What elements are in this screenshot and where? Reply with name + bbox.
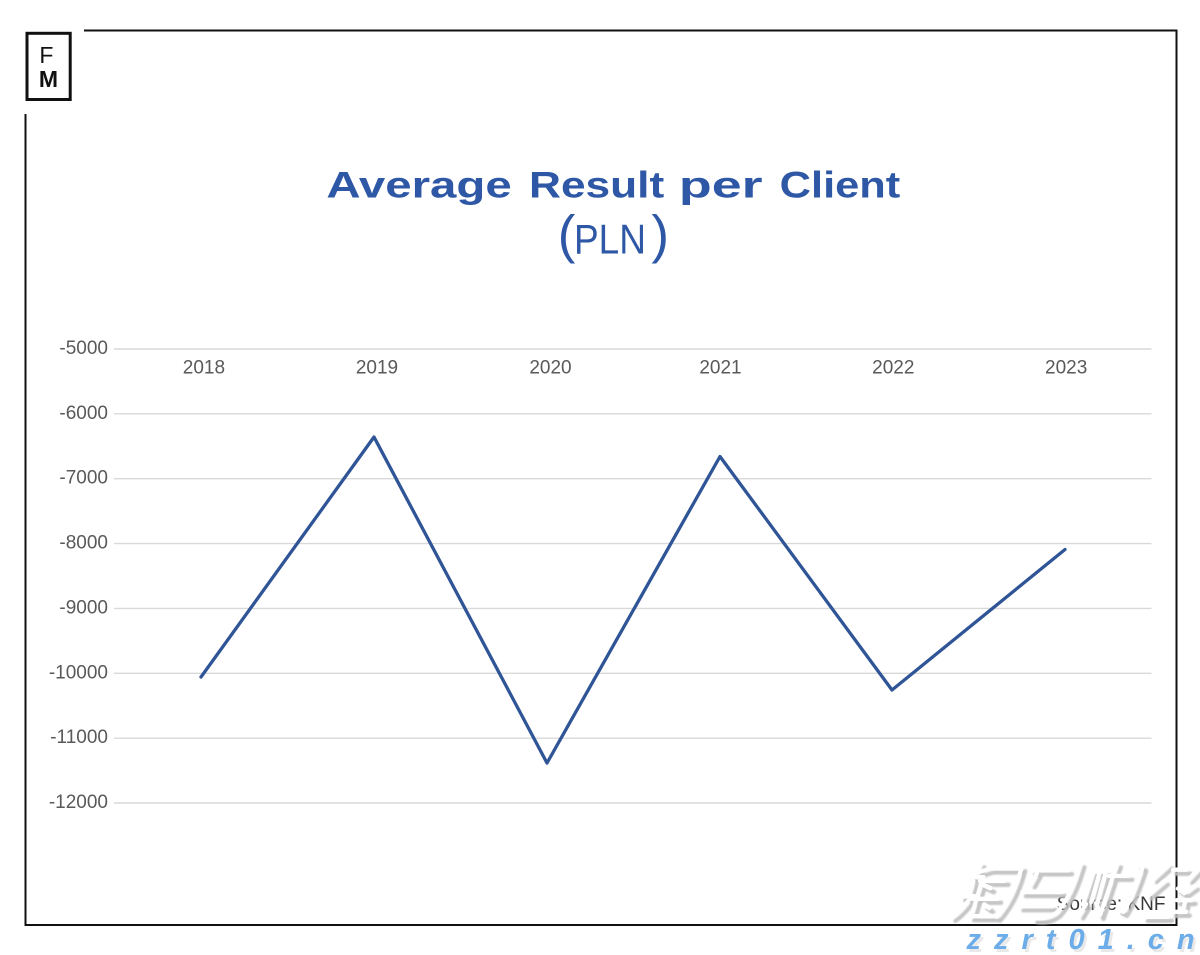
svg-text:zzrt01.cn: zzrt01.cn: [968, 927, 1200, 955]
svg-text:2019: 2019: [356, 358, 398, 379]
svg-text:M: M: [39, 66, 58, 92]
svg-text:per: per: [679, 165, 763, 206]
svg-text:-7000: -7000: [59, 468, 108, 489]
svg-text:2022: 2022: [872, 358, 914, 379]
svg-text:F: F: [39, 42, 53, 68]
svg-text:zzrt01.cn: zzrt01.cn: [966, 924, 1200, 955]
svg-text:-12000: -12000: [49, 792, 108, 813]
svg-text:(: (: [558, 205, 576, 264]
svg-text:-8000: -8000: [59, 533, 108, 554]
svg-text:2021: 2021: [699, 358, 741, 379]
svg-text:-9000: -9000: [59, 597, 108, 618]
svg-text:PLN: PLN: [574, 216, 646, 263]
svg-text:2020: 2020: [529, 358, 571, 379]
svg-text:): ): [651, 205, 669, 264]
svg-text:-10000: -10000: [49, 662, 108, 683]
svg-text:Result: Result: [529, 165, 664, 206]
svg-text:2018: 2018: [183, 358, 225, 379]
svg-text:-5000: -5000: [59, 338, 108, 359]
svg-text:-6000: -6000: [59, 403, 108, 424]
svg-text:Average: Average: [326, 165, 511, 206]
svg-text:2023: 2023: [1045, 358, 1087, 379]
svg-text:-11000: -11000: [50, 727, 108, 748]
svg-text:Client: Client: [780, 165, 901, 206]
